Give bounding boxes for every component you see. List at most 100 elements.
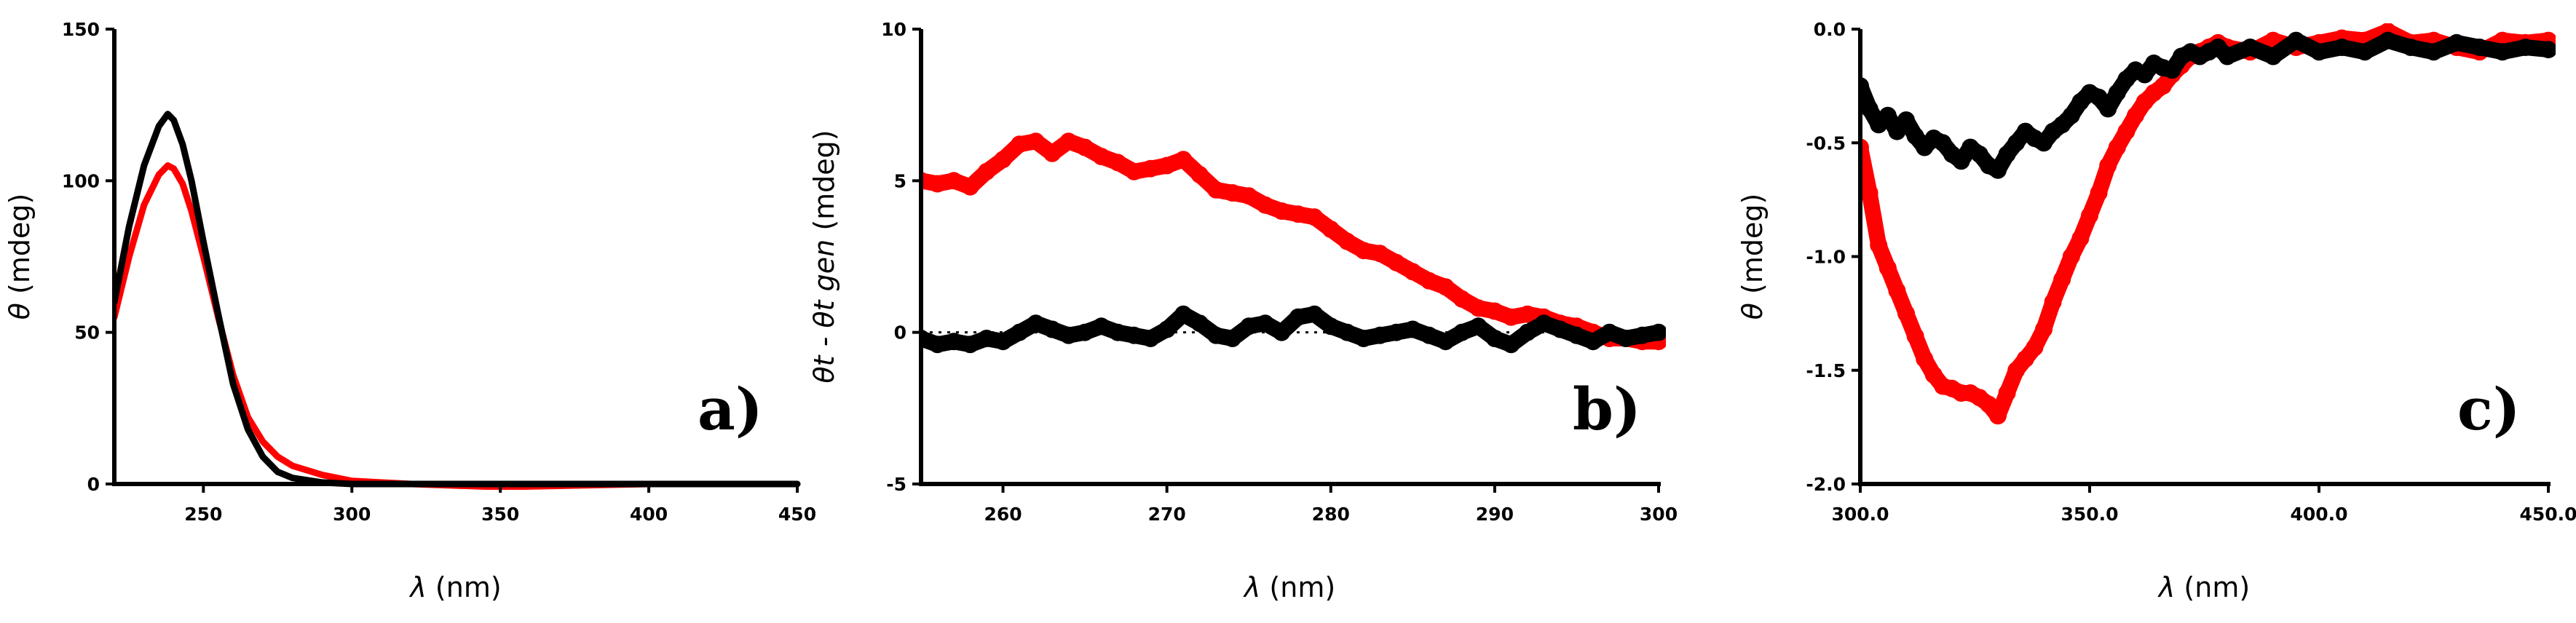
data-point <box>1125 326 1143 344</box>
data-point <box>1190 166 1209 183</box>
data-point <box>1453 323 1471 341</box>
data-point <box>2062 247 2080 266</box>
data-point <box>1989 407 2007 425</box>
x-tick-label: 300.0 <box>1831 504 1889 525</box>
data-point <box>1354 330 1372 347</box>
data-point <box>1404 263 1422 281</box>
data-point <box>1878 259 1897 277</box>
data-point <box>1043 144 1062 162</box>
data-point <box>1125 162 1143 180</box>
data-point <box>2333 39 2351 56</box>
data-point <box>1535 314 1553 333</box>
data-point <box>1174 151 1193 169</box>
y-axis-title: θ (mdeg) <box>1737 194 1769 320</box>
data-point <box>2062 106 2080 124</box>
x-tick-label: 450.0 <box>2519 504 2576 525</box>
data-point <box>2264 47 2282 66</box>
data-point <box>1952 152 1970 170</box>
data-point <box>1223 184 1241 202</box>
y-axis-title: θ (mdeg) <box>4 194 36 320</box>
data-point <box>928 336 947 354</box>
plot-area <box>114 111 801 490</box>
data-point <box>2099 156 2117 175</box>
data-point <box>2053 270 2071 288</box>
series-2 <box>1860 31 2556 179</box>
data-point <box>1437 278 1455 296</box>
data-point <box>1878 106 1897 124</box>
data-point <box>1289 205 1307 223</box>
data-point <box>1469 317 1487 336</box>
data-point <box>1354 242 1372 260</box>
data-point <box>1059 132 1078 151</box>
series-1-line <box>114 162 801 490</box>
panel-label: c) <box>2457 375 2521 443</box>
data-point <box>1011 323 1029 341</box>
panel-3: 300.0 350.0 400.0 450.0 -2.0 -1.5 -1.0 -0.5 0.0 λ… <box>1737 19 2576 603</box>
data-point <box>2241 39 2259 56</box>
y-tick-label: -2.0 <box>1806 474 1846 495</box>
data-point <box>1897 304 1915 322</box>
x-axis-title: λ (nm) <box>408 571 501 603</box>
data-point <box>1371 245 1389 263</box>
data-point <box>1453 290 1471 308</box>
data-point <box>2310 43 2328 61</box>
data-point <box>1207 326 1225 344</box>
data-point <box>1273 323 1291 341</box>
data-point <box>1906 327 1924 345</box>
data-point <box>1989 161 2007 179</box>
data-point <box>1860 184 1878 202</box>
data-point <box>2516 39 2534 56</box>
x-tick-label: 250 <box>184 504 222 525</box>
data-point <box>1897 111 1915 129</box>
data-point <box>1600 323 1619 341</box>
data-point <box>1387 253 1405 271</box>
data-point <box>1109 154 1127 172</box>
data-point <box>2127 106 2144 124</box>
data-point <box>1027 314 1045 333</box>
data-point <box>928 175 947 193</box>
x-tick-label: 300 <box>333 504 371 525</box>
y-tick-label: 0 <box>894 322 906 344</box>
data-point <box>1518 305 1536 323</box>
data-point <box>961 178 979 196</box>
panel-1: 250 300 350 400 450 0 50 100 150 λ (nm) θ (mdeg) a) <box>4 19 816 603</box>
data-point <box>1650 323 1666 341</box>
data-point <box>1207 180 1225 199</box>
data-point <box>1420 326 1438 344</box>
data-point <box>1289 308 1307 326</box>
data-point <box>961 336 979 354</box>
x-tick-label: 280 <box>1312 504 1350 525</box>
data-point <box>2494 43 2511 61</box>
data-point <box>2356 43 2374 61</box>
data-point <box>1485 302 1504 320</box>
x-axis-symbol: λ <box>1243 571 1261 603</box>
data-point <box>978 162 995 180</box>
y-tick-label: 0 <box>87 474 100 495</box>
data-point <box>2117 122 2136 140</box>
data-point <box>994 151 1012 169</box>
data-point <box>1387 323 1405 341</box>
data-point <box>1617 330 1635 347</box>
data-point <box>1321 221 1340 238</box>
data-point <box>1076 138 1094 156</box>
y-axis-symbol: θ <box>1737 303 1769 320</box>
data-point <box>1142 159 1160 178</box>
series-2 <box>921 305 1666 354</box>
y-tick-label: 10 <box>881 19 906 40</box>
data-point <box>2470 39 2489 56</box>
data-point <box>2081 207 2098 225</box>
data-point <box>1059 326 1078 344</box>
data-point <box>2026 338 2044 357</box>
data-point <box>1223 330 1241 347</box>
data-point <box>978 330 995 347</box>
y-tick-label: 50 <box>74 322 100 344</box>
y-axis-symbol: θt - θt gen <box>808 239 840 384</box>
data-point <box>2448 33 2465 52</box>
data-point <box>945 172 963 190</box>
data-point <box>1256 314 1274 333</box>
x-axis-unit: (nm) <box>427 571 502 603</box>
x-axis-unit: (nm) <box>1260 571 1335 603</box>
x-tick-label: 400.0 <box>2290 504 2347 525</box>
y-axis-unit: (mdeg) <box>808 130 840 239</box>
data-point <box>1158 156 1176 175</box>
